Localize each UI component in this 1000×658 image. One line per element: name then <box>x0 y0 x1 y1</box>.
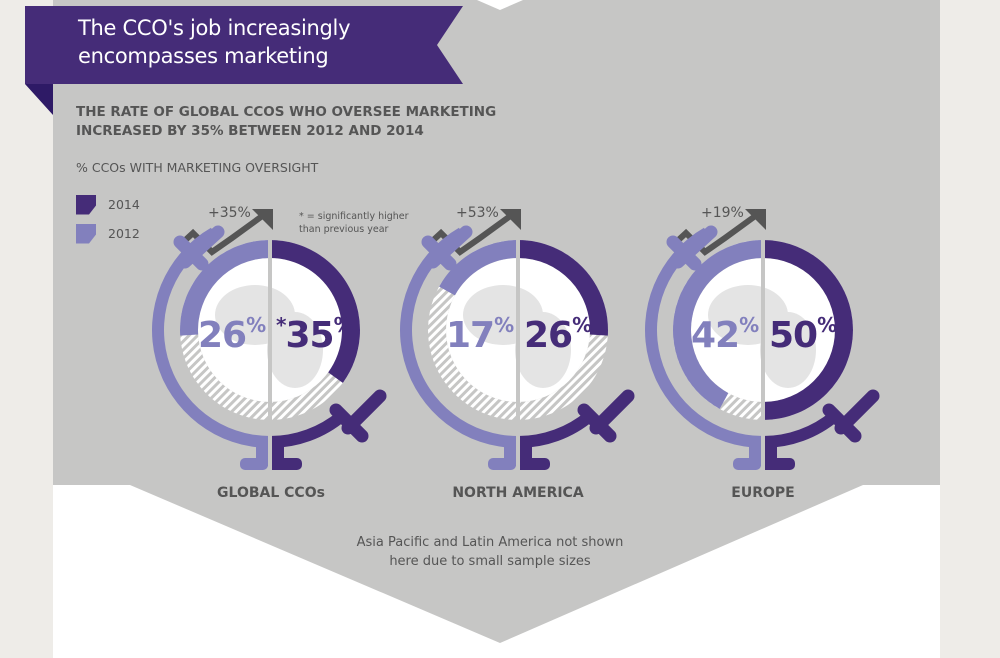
title-line-1: The CCO's job increasingly <box>78 16 351 40</box>
footnote-line-2: than previous year <box>299 224 389 235</box>
change-label: +19% <box>701 205 744 221</box>
globe-europe: +19% 42% 50% <box>633 200 893 480</box>
meridian-left <box>152 227 270 448</box>
value-2014: 26% <box>524 313 592 356</box>
trend-arrow-icon <box>177 211 267 256</box>
value-2014: *35% <box>276 313 354 356</box>
arrow-head <box>500 209 521 230</box>
arc-2012 <box>439 240 518 296</box>
value-2012: 26% <box>198 313 266 356</box>
region-label-global: GLOBAL CCOs <box>217 485 325 501</box>
value-2012: 17% <box>446 313 514 356</box>
meridian-left <box>645 227 763 448</box>
arc-2014 <box>763 240 853 420</box>
subtitle-line-1: THE RATE OF GLOBAL CCOS WHO OVERSEE MARK… <box>76 104 497 120</box>
trend-arrow-icon <box>670 211 760 256</box>
meridian-right <box>763 411 839 448</box>
globe-north-america: +53% 17% 26% <box>388 200 648 480</box>
pivot-top-left <box>421 225 473 271</box>
legend-label: 2014 <box>108 197 140 212</box>
region-label-north-america: NORTH AMERICA <box>452 485 584 501</box>
note-line-1: Asia Pacific and Latin America not shown <box>356 535 624 550</box>
legend: 2014 2012 <box>76 190 140 248</box>
change-label: +35% <box>208 205 251 221</box>
banner-fold <box>25 84 53 115</box>
value-2012: 42% <box>691 313 759 356</box>
meridian-left <box>400 227 518 448</box>
arc-2014 <box>270 240 360 383</box>
value-2014: 50% <box>769 313 837 356</box>
meridian-right <box>270 411 346 448</box>
legend-label: 2012 <box>108 226 140 241</box>
sample-size-note: Asia Pacific and Latin America not shown… <box>330 533 650 571</box>
pivot-bottom-right <box>577 389 635 443</box>
trend-arrow-icon <box>425 211 515 256</box>
legend-swatch-2012 <box>76 223 96 244</box>
note-line-2: here due to small sample sizes <box>389 554 591 569</box>
arc-2012 <box>180 240 270 336</box>
legend-item-2014: 2014 <box>76 190 140 219</box>
region-label-europe: EUROPE <box>731 485 795 501</box>
title-line-2: encompasses marketing <box>78 44 329 68</box>
globe-global: +35% 26% *35% <box>140 200 400 480</box>
arrow-head <box>745 209 766 230</box>
arc-2012 <box>673 240 763 409</box>
subtitle: THE RATE OF GLOBAL CCOS WHO OVERSEE MARK… <box>76 103 496 141</box>
change-label: +53% <box>456 205 499 221</box>
pivot-bottom-right <box>329 389 387 443</box>
page-title: The CCO's job increasingly encompasses m… <box>78 14 438 70</box>
pivot-bottom-right <box>822 389 880 443</box>
arrow-head <box>252 209 273 230</box>
pivot-top-left <box>173 225 225 271</box>
legend-item-2012: 2012 <box>76 219 140 248</box>
measure-label: % CCOs WITH MARKETING OVERSIGHT <box>76 160 319 175</box>
meridian-right <box>518 411 594 448</box>
legend-swatch-2014 <box>76 194 96 215</box>
banner <box>25 6 463 84</box>
footnote: * = significantly higher than previous y… <box>299 210 429 236</box>
pivot-top-left <box>666 225 718 271</box>
subtitle-line-2: INCREASED BY 35% BETWEEN 2012 AND 2014 <box>76 123 424 139</box>
footnote-line-1: * = significantly higher <box>299 211 409 222</box>
arc-2014 <box>518 240 608 336</box>
